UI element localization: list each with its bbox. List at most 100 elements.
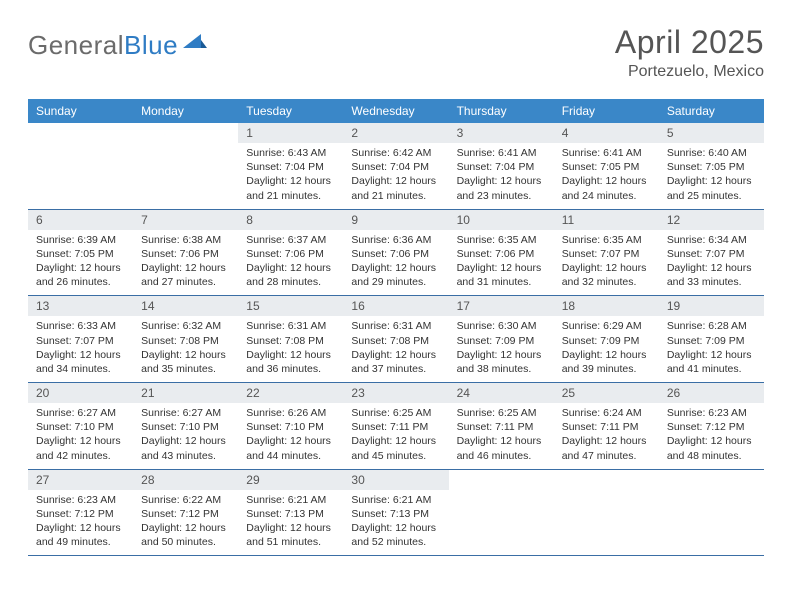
day-number: 27 [28,470,133,490]
day-number: 8 [238,210,343,230]
day-data: Sunrise: 6:28 AMSunset: 7:09 PMDaylight:… [659,316,764,382]
calendar-day-cell: 18Sunrise: 6:29 AMSunset: 7:09 PMDayligh… [554,296,659,383]
day-number: 19 [659,296,764,316]
calendar-week-row: 6Sunrise: 6:39 AMSunset: 7:05 PMDaylight… [28,209,764,296]
calendar-day-cell: 23Sunrise: 6:25 AMSunset: 7:11 PMDayligh… [343,383,448,470]
day-data: Sunrise: 6:26 AMSunset: 7:10 PMDaylight:… [238,403,343,469]
day-number: 16 [343,296,448,316]
day-data: Sunrise: 6:42 AMSunset: 7:04 PMDaylight:… [343,143,448,209]
brand-logo: GeneralBlue [28,30,207,61]
calendar-day-cell: 29Sunrise: 6:21 AMSunset: 7:13 PMDayligh… [238,469,343,556]
day-number: 21 [133,383,238,403]
calendar-day-cell: 19Sunrise: 6:28 AMSunset: 7:09 PMDayligh… [659,296,764,383]
calendar-day-cell: 21Sunrise: 6:27 AMSunset: 7:10 PMDayligh… [133,383,238,470]
weekday-header: Wednesday [343,99,448,123]
day-number: 14 [133,296,238,316]
weekday-header: Saturday [659,99,764,123]
day-number: 7 [133,210,238,230]
calendar-day-cell: .. [554,469,659,556]
day-data: Sunrise: 6:23 AMSunset: 7:12 PMDaylight:… [28,490,133,556]
calendar-day-cell: .. [28,123,133,209]
day-number: 5 [659,123,764,143]
calendar-day-cell: 6Sunrise: 6:39 AMSunset: 7:05 PMDaylight… [28,209,133,296]
brand-part1: General [28,30,124,60]
day-number: 28 [133,470,238,490]
calendar-day-cell: 1Sunrise: 6:43 AMSunset: 7:04 PMDaylight… [238,123,343,209]
calendar-day-cell: 27Sunrise: 6:23 AMSunset: 7:12 PMDayligh… [28,469,133,556]
day-data: Sunrise: 6:23 AMSunset: 7:12 PMDaylight:… [659,403,764,469]
calendar-day-cell: 16Sunrise: 6:31 AMSunset: 7:08 PMDayligh… [343,296,448,383]
day-number: 25 [554,383,659,403]
calendar-day-cell: 28Sunrise: 6:22 AMSunset: 7:12 PMDayligh… [133,469,238,556]
brand-text: GeneralBlue [28,30,178,61]
day-number: 18 [554,296,659,316]
weekday-header: Tuesday [238,99,343,123]
calendar-day-cell: .. [659,469,764,556]
calendar-day-cell: 11Sunrise: 6:35 AMSunset: 7:07 PMDayligh… [554,209,659,296]
calendar-day-cell: 2Sunrise: 6:42 AMSunset: 7:04 PMDaylight… [343,123,448,209]
day-number: 2 [343,123,448,143]
calendar-day-cell: 30Sunrise: 6:21 AMSunset: 7:13 PMDayligh… [343,469,448,556]
calendar-week-row: ....1Sunrise: 6:43 AMSunset: 7:04 PMDayl… [28,123,764,209]
header: GeneralBlue April 2025 Portezuelo, Mexic… [28,24,764,81]
day-data: Sunrise: 6:22 AMSunset: 7:12 PMDaylight:… [133,490,238,556]
calendar-day-cell: 14Sunrise: 6:32 AMSunset: 7:08 PMDayligh… [133,296,238,383]
calendar-week-row: 27Sunrise: 6:23 AMSunset: 7:12 PMDayligh… [28,469,764,556]
weekday-header: Friday [554,99,659,123]
day-number: 9 [343,210,448,230]
calendar-day-cell: 8Sunrise: 6:37 AMSunset: 7:06 PMDaylight… [238,209,343,296]
calendar-week-row: 20Sunrise: 6:27 AMSunset: 7:10 PMDayligh… [28,383,764,470]
brand-part2: Blue [124,30,178,60]
day-number: 22 [238,383,343,403]
calendar-day-cell: 5Sunrise: 6:40 AMSunset: 7:05 PMDaylight… [659,123,764,209]
day-data: Sunrise: 6:31 AMSunset: 7:08 PMDaylight:… [238,316,343,382]
calendar-day-cell: 13Sunrise: 6:33 AMSunset: 7:07 PMDayligh… [28,296,133,383]
calendar-day-cell: 4Sunrise: 6:41 AMSunset: 7:05 PMDaylight… [554,123,659,209]
calendar-day-cell: .. [449,469,554,556]
day-number: 30 [343,470,448,490]
day-data: Sunrise: 6:43 AMSunset: 7:04 PMDaylight:… [238,143,343,209]
day-data: Sunrise: 6:27 AMSunset: 7:10 PMDaylight:… [133,403,238,469]
day-number: 3 [449,123,554,143]
calendar-day-cell: 7Sunrise: 6:38 AMSunset: 7:06 PMDaylight… [133,209,238,296]
calendar-day-cell: 20Sunrise: 6:27 AMSunset: 7:10 PMDayligh… [28,383,133,470]
day-data: Sunrise: 6:30 AMSunset: 7:09 PMDaylight:… [449,316,554,382]
calendar-day-cell: 25Sunrise: 6:24 AMSunset: 7:11 PMDayligh… [554,383,659,470]
day-data: Sunrise: 6:40 AMSunset: 7:05 PMDaylight:… [659,143,764,209]
day-number: 4 [554,123,659,143]
day-data: Sunrise: 6:36 AMSunset: 7:06 PMDaylight:… [343,230,448,296]
calendar-body: .... 1Sunrise: 6:43 AMSunset: 7:04 PMDayl… [28,123,764,556]
day-data: Sunrise: 6:35 AMSunset: 7:06 PMDaylight:… [449,230,554,296]
month-title: April 2025 [615,24,764,61]
calendar-day-cell: 15Sunrise: 6:31 AMSunset: 7:08 PMDayligh… [238,296,343,383]
calendar-day-cell: 24Sunrise: 6:25 AMSunset: 7:11 PMDayligh… [449,383,554,470]
day-number: 13 [28,296,133,316]
day-data: Sunrise: 6:25 AMSunset: 7:11 PMDaylight:… [343,403,448,469]
brand-triangle-icon [183,32,207,55]
calendar-table: SundayMondayTuesdayWednesdayThursdayFrid… [28,99,764,556]
day-data: Sunrise: 6:34 AMSunset: 7:07 PMDaylight:… [659,230,764,296]
day-number: 11 [554,210,659,230]
day-number: 1 [238,123,343,143]
day-number: 26 [659,383,764,403]
day-number: 24 [449,383,554,403]
day-data: Sunrise: 6:31 AMSunset: 7:08 PMDaylight:… [343,316,448,382]
day-data: Sunrise: 6:27 AMSunset: 7:10 PMDaylight:… [28,403,133,469]
location-label: Portezuelo, Mexico [615,63,764,81]
day-data: Sunrise: 6:41 AMSunset: 7:04 PMDaylight:… [449,143,554,209]
day-number: 23 [343,383,448,403]
day-number: 15 [238,296,343,316]
weekday-header: Monday [133,99,238,123]
calendar-week-row: 13Sunrise: 6:33 AMSunset: 7:07 PMDayligh… [28,296,764,383]
weekday-header: Sunday [28,99,133,123]
day-data: Sunrise: 6:32 AMSunset: 7:08 PMDaylight:… [133,316,238,382]
day-number: 10 [449,210,554,230]
day-data: Sunrise: 6:33 AMSunset: 7:07 PMDaylight:… [28,316,133,382]
calendar-day-cell: 17Sunrise: 6:30 AMSunset: 7:09 PMDayligh… [449,296,554,383]
day-data: Sunrise: 6:21 AMSunset: 7:13 PMDaylight:… [343,490,448,556]
day-number: 29 [238,470,343,490]
calendar-day-cell: 10Sunrise: 6:35 AMSunset: 7:06 PMDayligh… [449,209,554,296]
day-data: Sunrise: 6:25 AMSunset: 7:11 PMDaylight:… [449,403,554,469]
calendar-day-cell: 9Sunrise: 6:36 AMSunset: 7:06 PMDaylight… [343,209,448,296]
day-number: 6 [28,210,133,230]
